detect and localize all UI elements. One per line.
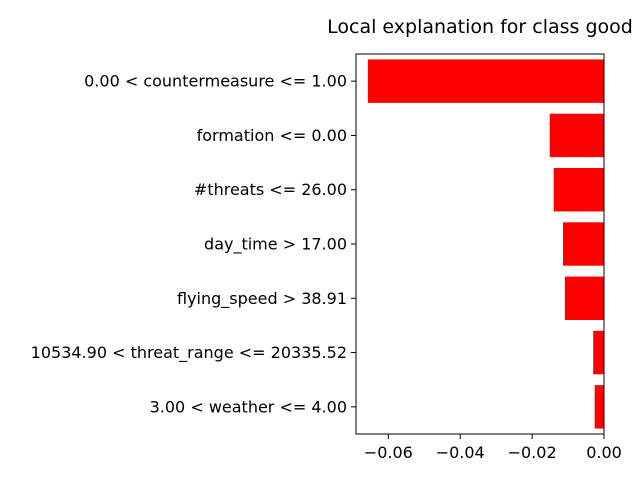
y-tick-label: day_time > 17.00: [204, 235, 347, 255]
bar: [563, 222, 604, 266]
chart-title: Local explanation for class good: [327, 16, 633, 38]
x-tick-label: −0.06: [364, 443, 413, 462]
y-tick-label: formation <= 0.00: [197, 126, 347, 145]
y-tick-label: 10534.90 < threat_range <= 20335.52: [31, 343, 347, 363]
x-tick-label: −0.04: [436, 443, 485, 462]
bars-layer: [367, 59, 604, 429]
bar: [549, 113, 604, 158]
bar: [553, 168, 604, 212]
bar: [564, 276, 604, 320]
y-tick-label: flying_speed > 38.91: [177, 289, 347, 309]
y-tick-label: 0.00 < countermeasure <= 1.00: [84, 72, 347, 91]
plot-frame: [355, 53, 605, 435]
bar: [367, 59, 604, 103]
x-tick-label: 0.00: [586, 443, 622, 462]
x-tick-label: −0.02: [508, 443, 557, 462]
y-tick-label: #threats <= 26.00: [194, 180, 347, 199]
bar: [594, 385, 604, 429]
x-tick-layer: −0.06 −0.04 −0.02 0.00: [364, 434, 622, 462]
bar: [593, 330, 604, 375]
y-tick-label: 3.00 < weather <= 4.00: [150, 397, 347, 416]
y-tick-layer: 0.00 < countermeasure <= 1.00 formation <…: [31, 72, 356, 416]
